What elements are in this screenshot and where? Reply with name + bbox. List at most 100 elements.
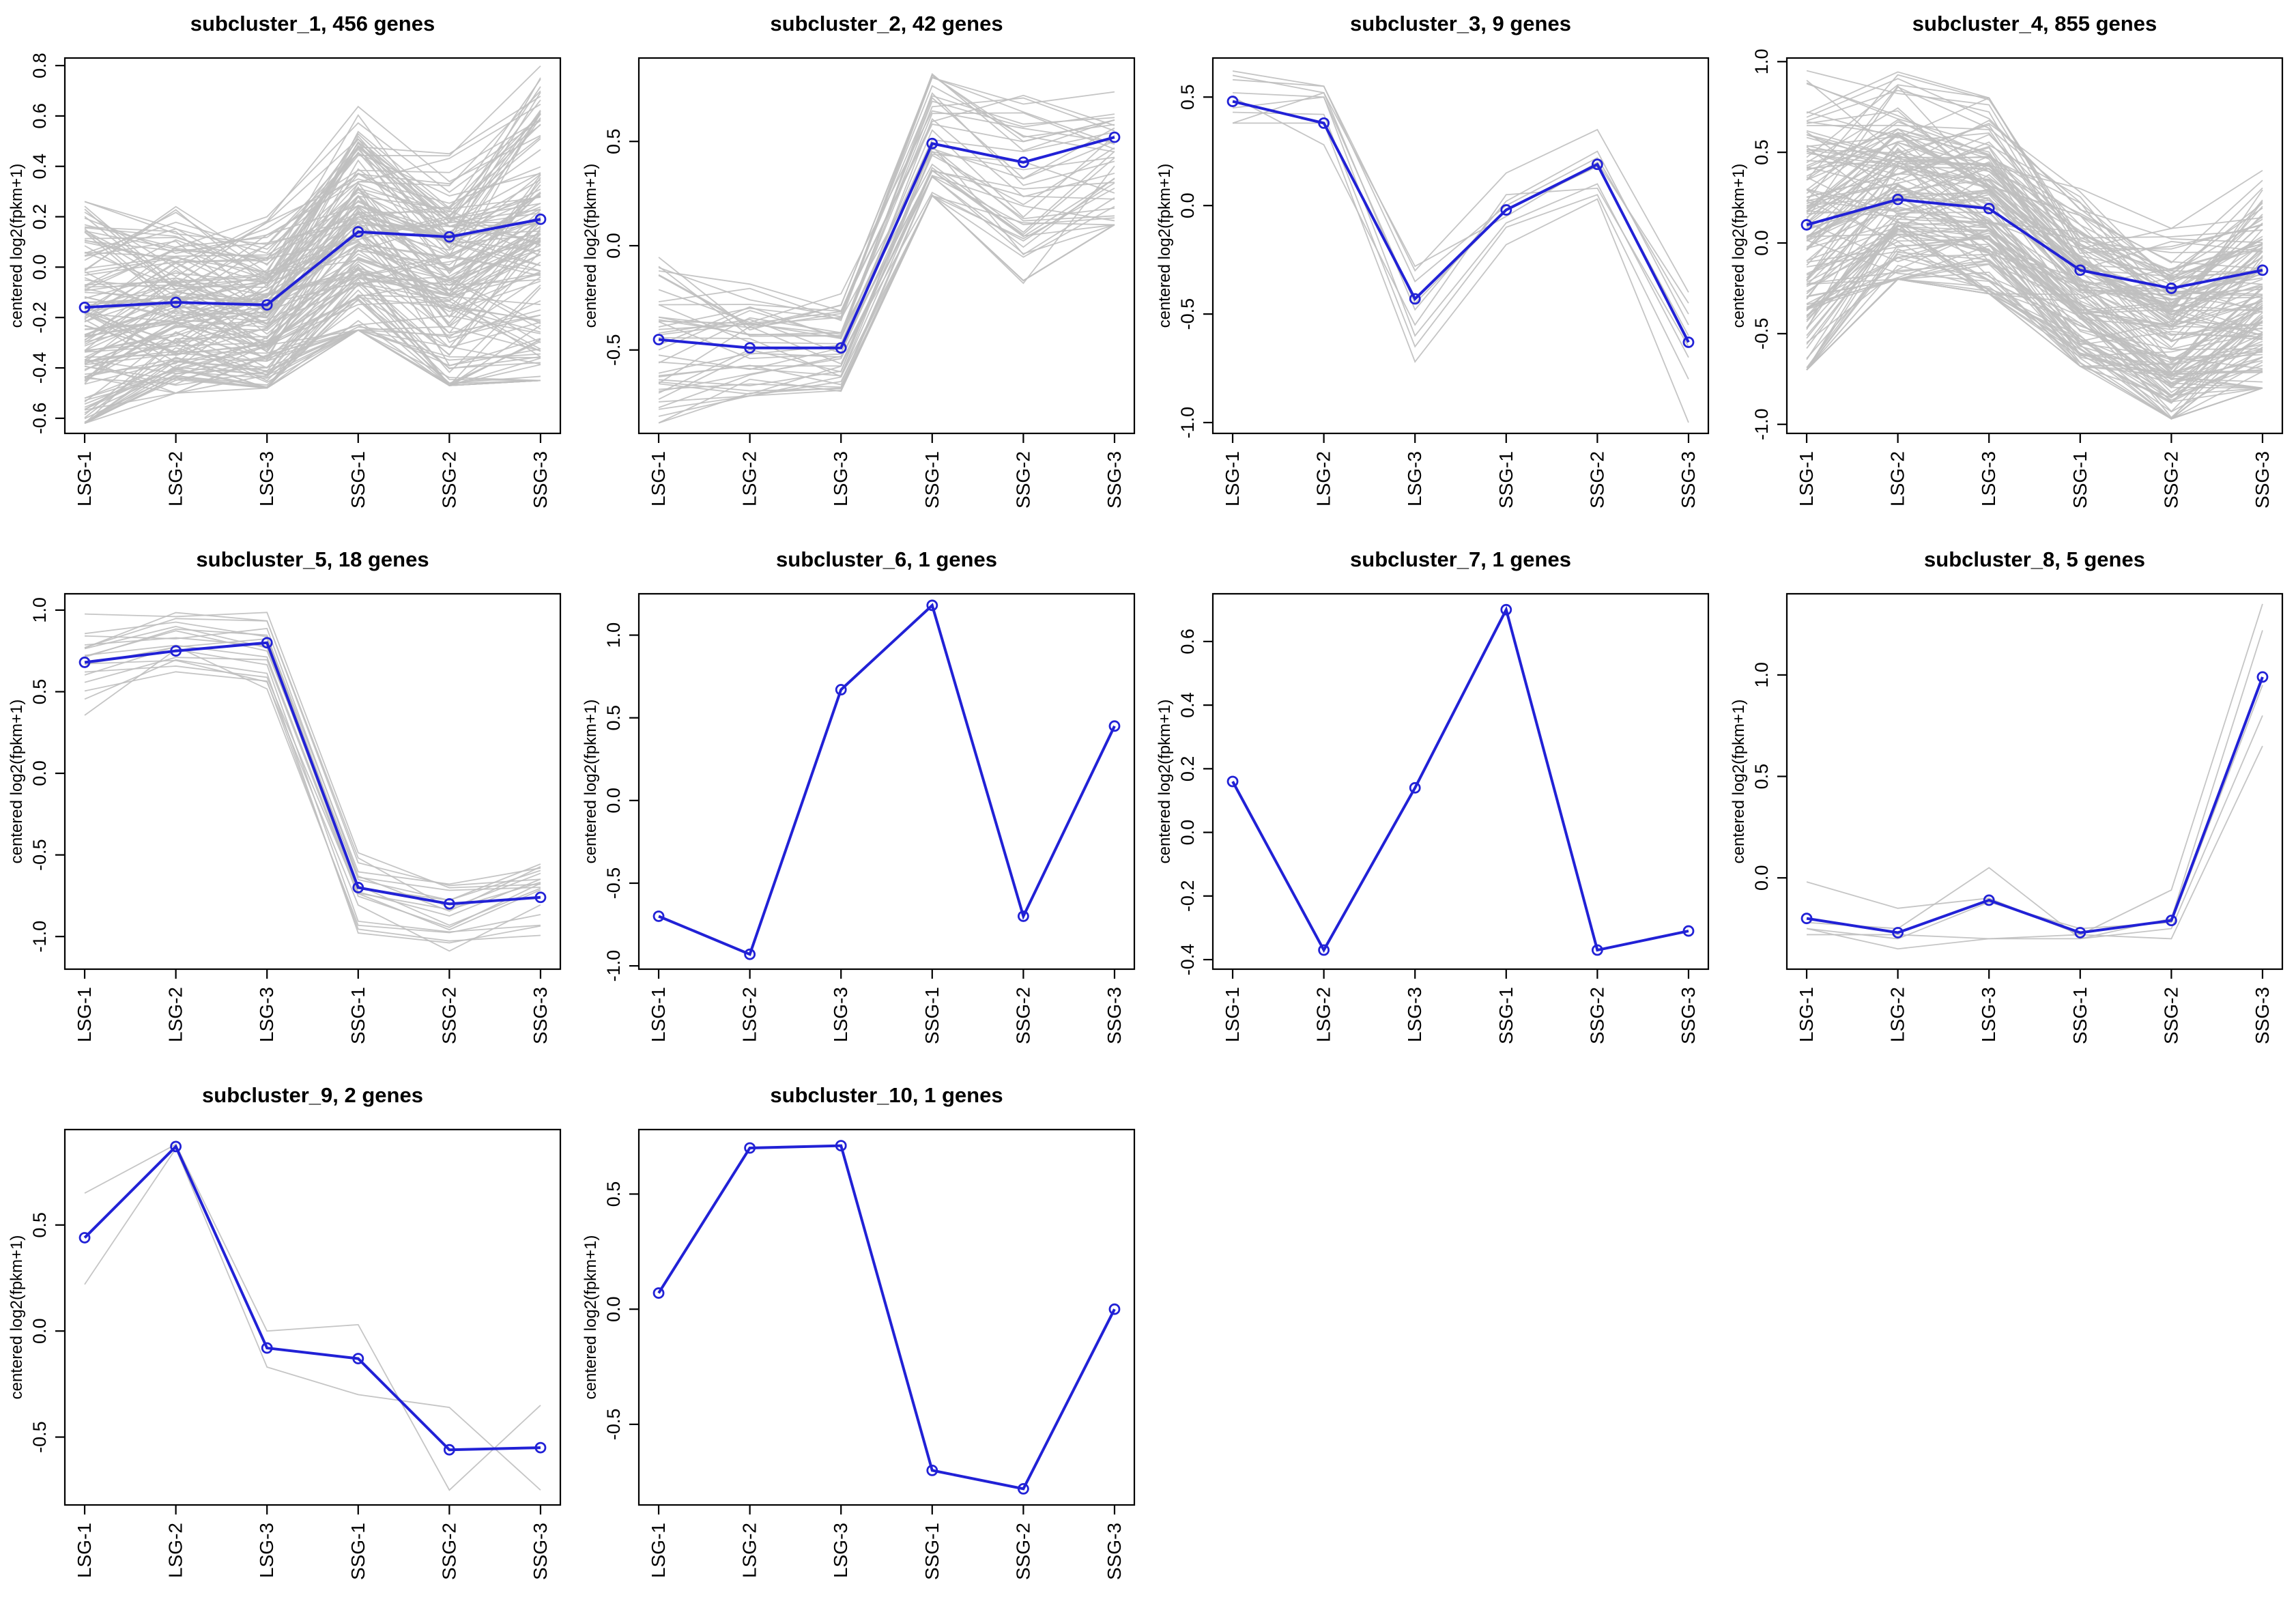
- y-tick-label: 0.4: [29, 154, 50, 180]
- mean-point-marker: [1682, 925, 1695, 937]
- mean-point-marker: [78, 302, 91, 313]
- subcluster_2-panel: subcluster_2, 42 genes -0.5 0.0 0.5 LSG-1 LSG…: [574, 0, 1148, 536]
- y-axis: -0.5 0.0 0.5: [603, 1181, 639, 1440]
- subcluster_3-chart: subcluster_3, 9 genes -1.0 -0.5 0.0 0.5 LSG-1…: [1156, 12, 1710, 508]
- y-tick-label: 0.0: [29, 255, 50, 281]
- subcluster_9-panel: subcluster_9, 2 genes -0.5 0.0 0.5 LSG-1 LSG-…: [0, 1072, 574, 1607]
- x-tick-label: LSG-2: [1313, 987, 1334, 1042]
- x-tick-label: LSG-2: [1887, 987, 1908, 1042]
- y-tick-label: 0.0: [1751, 230, 1772, 256]
- plot-box: [1785, 57, 2284, 435]
- y-tick-label: 0.0: [1177, 820, 1198, 846]
- x-tick-label: LSG-1: [74, 451, 95, 506]
- y-tick-label: 0.0: [1177, 192, 1198, 218]
- x-tick-label: SSG-1: [1495, 451, 1517, 508]
- x-tick-label: LSG-3: [1978, 987, 1999, 1042]
- y-tick-label: 1.0: [29, 597, 50, 623]
- mean-expression-line: [84, 218, 541, 309]
- chart-title: subcluster_6, 1 genes: [776, 547, 997, 571]
- plot-box: [63, 1128, 562, 1506]
- mean-expression-line: [658, 136, 1115, 349]
- mean-point-marker: [835, 342, 847, 354]
- y-axis-label: centered log2(fpkm+1): [582, 700, 600, 864]
- y-tick-label: 0.6: [1177, 629, 1198, 655]
- y-tick-label: 0.0: [29, 760, 50, 786]
- y-axis: -1.0 -0.5 0.0 0.5 1.0: [1751, 49, 1787, 440]
- y-tick-label: -0.5: [1751, 318, 1772, 350]
- mean-expression-line: [657, 1144, 1116, 1491]
- x-tick-label: SSG-3: [530, 1523, 551, 1580]
- mean-expression-line: [1806, 198, 2263, 290]
- y-tick-label: 0.5: [1751, 764, 1772, 790]
- mean-point-marker: [170, 296, 182, 308]
- mean-point-marker: [1108, 131, 1121, 143]
- x-tick-label: SSG-3: [1104, 987, 1125, 1044]
- mean-expression-line: [84, 641, 541, 906]
- y-tick-label: 0.5: [29, 679, 50, 705]
- y-tick-label: 0.5: [1177, 84, 1198, 110]
- mean-point-marker: [352, 1353, 364, 1364]
- x-tick-label: LSG-2: [739, 987, 760, 1042]
- chart-title: subcluster_5, 18 genes: [196, 547, 429, 571]
- gene-lines: [84, 612, 541, 952]
- mean-expression-line: [1231, 605, 1689, 953]
- x-tick-label: SSG-2: [1586, 987, 1607, 1044]
- y-tick-label: -1.0: [1751, 408, 1772, 440]
- mean-point-marker: [170, 645, 182, 657]
- y-axis: -0.6 -0.4 -0.2 0.0 0.2 0.4 0.6 0.8: [29, 53, 65, 434]
- y-tick-label: -1.0: [29, 921, 50, 953]
- gene-lines: [84, 65, 541, 425]
- x-tick-label: LSG-2: [739, 1523, 760, 1578]
- x-axis: LSG-1 LSG-2 LSG-3 SSG-1 SSG-2 SSG-3: [648, 1505, 1125, 1580]
- mean-point-marker: [926, 1464, 938, 1476]
- x-tick-label: LSG-2: [165, 987, 186, 1042]
- gene-lines: [1806, 70, 2263, 420]
- plot-box: [637, 592, 1136, 971]
- y-axis: -1.0 -0.5 0.0 0.5: [1177, 84, 1213, 438]
- subcluster_7-chart: subcluster_7, 1 genes -0.4 -0.2 0.0 0.2 0.4 0.…: [1156, 547, 1710, 1044]
- mean-point-marker: [261, 299, 273, 311]
- x-tick-label: LSG-1: [74, 1523, 95, 1578]
- y-tick-label: -1.0: [1177, 407, 1198, 439]
- mean-point-marker: [2256, 671, 2269, 683]
- mean-point-marker: [835, 684, 847, 695]
- x-axis: LSG-1 LSG-2 LSG-3 SSG-1 SSG-2 SSG-3: [74, 969, 551, 1044]
- x-axis: LSG-1 LSG-2 LSG-3 SSG-1 SSG-2 SSG-3: [1796, 433, 2273, 508]
- mean-point-marker: [170, 1140, 182, 1153]
- subcluster_10-panel: subcluster_10, 1 genes -0.5 0.0 0.5 LSG-1 LSG…: [574, 1072, 1148, 1607]
- x-axis: LSG-1 LSG-2 LSG-3 SSG-1 SSG-2 SSG-3: [74, 433, 551, 508]
- y-tick-label: 0.0: [603, 1296, 624, 1322]
- plot-box: [1211, 592, 1710, 971]
- subcluster_3-panel: subcluster_3, 9 genes -1.0 -0.5 0.0 0.5 LSG-1…: [1148, 0, 1722, 536]
- mean-point-marker: [1017, 910, 1029, 922]
- x-tick-label: SSG-1: [2069, 987, 2091, 1044]
- y-axis-label: centered log2(fpkm+1): [8, 700, 26, 864]
- mean-point-marker: [1226, 775, 1239, 788]
- x-tick-label: LSG-2: [1313, 451, 1334, 506]
- y-axis-label: centered log2(fpkm+1): [1730, 164, 1748, 328]
- mean-point-marker: [261, 1342, 273, 1354]
- mean-point-marker: [1409, 293, 1421, 305]
- y-axis: -0.4 -0.2 0.0 0.2 0.4 0.6: [1177, 629, 1213, 975]
- subcluster_6-chart: subcluster_6, 1 genes -1.0 -0.5 0.0 0.5 1.0 LS…: [582, 547, 1136, 1044]
- gene-lines: [84, 1143, 541, 1491]
- subcluster_6-panel: subcluster_6, 1 genes -1.0 -0.5 0.0 0.5 1.0 LS…: [574, 536, 1148, 1072]
- x-tick-label: SSG-2: [1012, 987, 1033, 1044]
- x-axis: LSG-1 LSG-2 LSG-3 SSG-1 SSG-2 SSG-3: [74, 1505, 551, 1580]
- mean-point-marker: [1800, 219, 1813, 231]
- y-axis: 0.0 0.5 1.0: [1751, 662, 1787, 891]
- mean-point-marker: [443, 898, 455, 910]
- y-axis-label: centered log2(fpkm+1): [582, 164, 600, 328]
- x-tick-label: SSG-1: [921, 987, 943, 1044]
- x-tick-label: LSG-1: [74, 987, 95, 1042]
- mean-point-marker: [534, 213, 547, 225]
- x-tick-label: SSG-1: [347, 451, 369, 508]
- y-axis: -1.0 -0.5 0.0 0.5 1.0: [603, 622, 639, 982]
- mean-expression-line: [83, 1144, 541, 1452]
- y-axis-label: centered log2(fpkm+1): [582, 1235, 600, 1400]
- mean-point-marker: [352, 226, 364, 238]
- y-tick-label: -1.0: [603, 950, 624, 982]
- x-axis: LSG-1 LSG-2 LSG-3 SSG-1 SSG-2 SSG-3: [648, 969, 1125, 1044]
- x-tick-label: LSG-1: [1796, 987, 1817, 1042]
- mean-point-marker: [1409, 781, 1421, 794]
